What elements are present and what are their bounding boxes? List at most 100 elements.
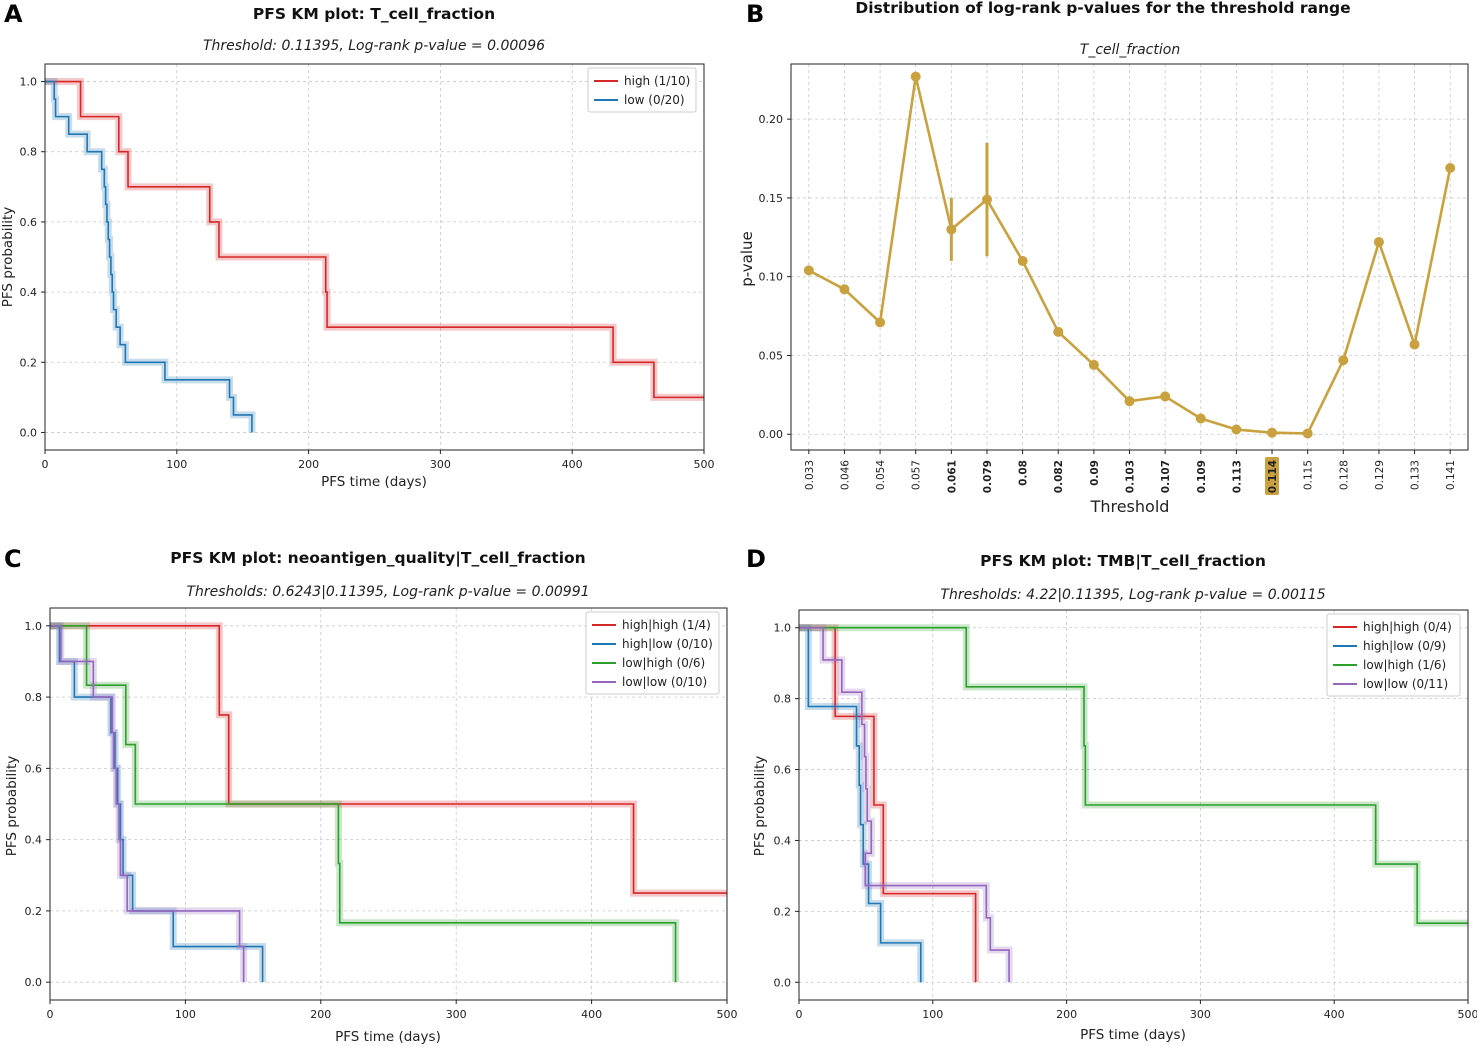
km-curve-red: [50, 625, 727, 894]
pvalue-point: [1338, 355, 1349, 366]
legend: high (1/10) low (0/20): [587, 67, 697, 113]
legend-label: high (1/10): [624, 74, 690, 88]
y-tick-label: 0.05: [759, 349, 784, 362]
legend-label: high|low (0/10): [622, 637, 713, 651]
panel-C: C PFS KM plot: neoantigen_quality|T_cell_…: [4, 545, 738, 1045]
x-axis-label: Threshold: [1090, 497, 1170, 516]
panel-A: A PFS KM plot: T_cell_fraction Threshold: …: [0, 0, 715, 490]
pvalue-point: [1088, 359, 1099, 370]
panel-letter: B: [746, 0, 764, 28]
y-tick-label: 1.0: [774, 622, 792, 635]
y-tick-label: 0.0: [774, 976, 792, 989]
x-tick-label: 0.141: [1445, 460, 1457, 490]
chart-title: PFS KM plot: TMB|T_cell_fraction: [980, 552, 1266, 571]
panel-letter: D: [746, 545, 766, 573]
pvalue-point: [1053, 326, 1064, 337]
x-axis-label: PFS time (days): [321, 474, 427, 490]
plot-frame: [49, 607, 728, 1001]
x-tick-label: 0: [796, 1008, 803, 1021]
x-tick-label: 0.033: [804, 460, 816, 490]
legend-box: [1326, 613, 1461, 697]
legend-label: low|low (0/10): [622, 675, 707, 689]
legend-label: high|high (0/4): [1363, 620, 1452, 634]
x-tick-label: 0.079: [982, 460, 994, 493]
x-tick-label: 500: [1458, 1008, 1477, 1021]
km-curve-low: [45, 80, 253, 433]
y-tick-label: 0.8: [774, 693, 792, 706]
chart-title: PFS KM plot: T_cell_fraction: [253, 5, 495, 23]
x-tick-label: 0.133: [1410, 460, 1422, 490]
x-tick-label: 0.046: [839, 460, 851, 490]
x-tick-label: 0.061: [946, 460, 958, 493]
legend: high|high (0/4) high|low (0/9) low|high (1…: [1326, 613, 1461, 697]
pvalue-point: [875, 317, 886, 328]
y-tick-label: 0.15: [759, 192, 784, 205]
y-axis-label: PFS probability: [0, 207, 16, 308]
x-tick-label: 0.128: [1338, 460, 1350, 490]
panel-letter: A: [4, 0, 23, 28]
x-tick-label: 0.082: [1053, 460, 1065, 493]
y-tick-label: 0.2: [774, 905, 792, 918]
km-band-high: [45, 78, 704, 401]
plot-frame: [798, 609, 1469, 1001]
pvalue-point: [981, 194, 992, 205]
y-tick-label: 0.8: [20, 146, 38, 159]
pvalue-point: [803, 265, 814, 276]
x-tick-label: 200: [298, 458, 319, 471]
y-tick-label: 0.6: [25, 762, 43, 775]
km-curve-blue: [799, 626, 922, 983]
chart-title: Distribution of log-rank p-values for th…: [855, 0, 1350, 17]
y-tick-label: 0.0: [20, 426, 38, 439]
pvalue-point: [1373, 237, 1384, 248]
panel-letter: C: [4, 545, 22, 573]
y-tick-label: 0.2: [25, 905, 43, 918]
x-tick-label: 100: [166, 458, 187, 471]
x-tick-label: 0.09: [1089, 460, 1101, 486]
highlight-tick-badge: [1265, 457, 1280, 495]
y-tick-label: 0.4: [774, 834, 792, 847]
y-tick-label: 0.20: [759, 113, 784, 126]
chart-subtitle: Thresholds: 4.22|0.11395, Log-rank p-val…: [940, 587, 1325, 603]
x-tick-label: 300: [430, 458, 451, 471]
x-tick-label: 0.109: [1196, 460, 1208, 493]
x-tick-label: 0.057: [911, 460, 923, 490]
chart-title: PFS KM plot: neoantigen_quality|T_cell_f…: [170, 549, 585, 568]
legend-label: low|high (1/6): [1363, 658, 1446, 672]
chart-subtitle: Threshold: 0.11395, Log-rank p-value = 0…: [203, 38, 545, 54]
x-tick-label: 500: [694, 458, 715, 471]
legend-label: low|low (0/11): [1363, 677, 1448, 691]
legend-label: low (0/20): [624, 93, 685, 107]
pvalue-point: [1195, 413, 1206, 424]
y-tick-label: 0.00: [759, 428, 784, 441]
x-tick-label: 400: [562, 458, 583, 471]
pvalue-point: [1267, 427, 1278, 438]
panel-B: B Distribution of log-rank p-values for t…: [738, 0, 1469, 516]
pvalue-point: [1124, 396, 1135, 407]
pvalue-point: [910, 71, 921, 82]
legend-box: [585, 611, 720, 695]
pvalue-point: [946, 224, 957, 235]
chart-subtitle: T_cell_fraction: [1080, 42, 1180, 58]
y-tick-label: 0.10: [759, 271, 784, 284]
y-tick-label: 0.6: [774, 764, 792, 777]
km-curve-green: [50, 625, 677, 983]
y-tick-label: 0.4: [25, 834, 43, 847]
km-curve-purple: [799, 626, 1010, 983]
x-tick-label: 100: [175, 1008, 196, 1021]
km-band-red: [799, 624, 980, 983]
x-tick-label: 0.103: [1125, 460, 1137, 493]
km-curve-red: [799, 626, 977, 983]
legend: high|high (1/4) high|low (0/10) low|high (…: [585, 611, 720, 695]
x-tick-label: 0.08: [1018, 460, 1030, 486]
y-axis-label: p-value: [738, 231, 756, 287]
legend-label: high|low (0/9): [1363, 639, 1446, 653]
y-tick-label: 0.8: [25, 691, 43, 704]
y-tick-label: 1.0: [20, 76, 38, 89]
km-curve-green: [799, 626, 1468, 924]
x-tick-label: 200: [1056, 1008, 1077, 1021]
panel-D: D PFS KM plot: TMB|T_cell_fraction Thresho…: [746, 545, 1477, 1043]
x-tick-label: 0.054: [875, 460, 887, 490]
x-tick-label: 0.115: [1303, 460, 1315, 490]
y-tick-label: 0.0: [25, 976, 43, 989]
